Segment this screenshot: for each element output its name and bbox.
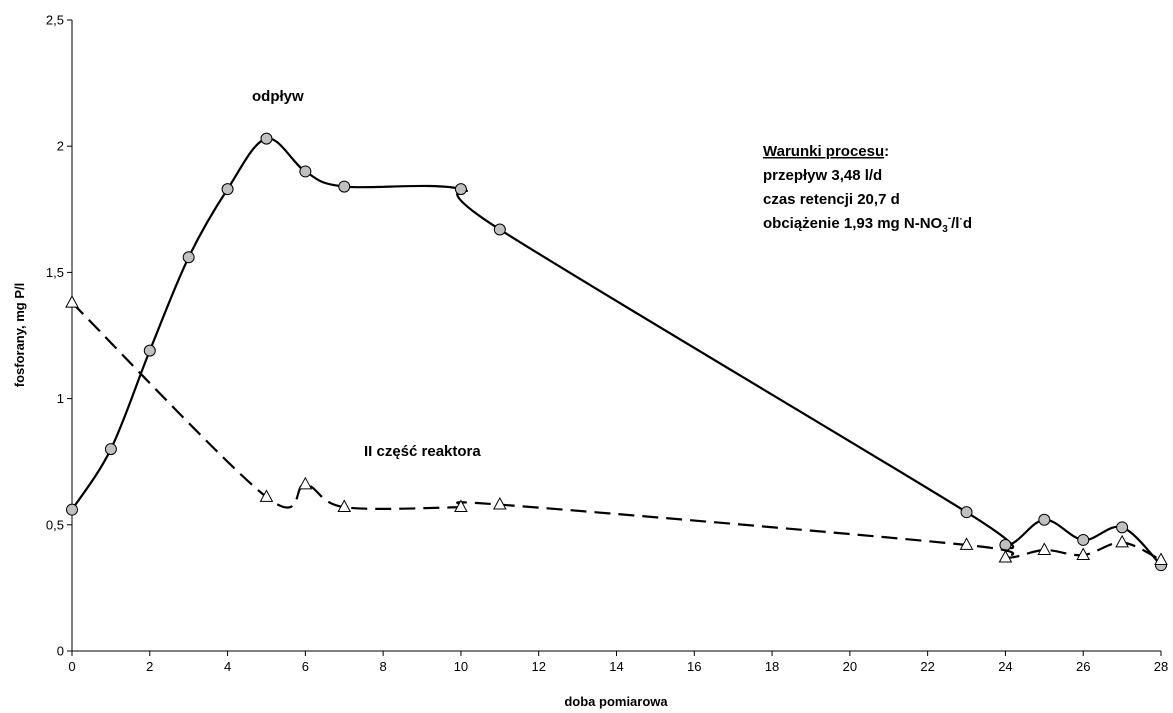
load-subscript: 3 bbox=[942, 224, 948, 235]
process-conditions: Warunki procesu: przepływ 3,48 l/d czas … bbox=[763, 143, 972, 235]
data-point-odplyw bbox=[299, 165, 312, 178]
conditions-load: obciążenie 1,93 mg N-NO3-/l·d bbox=[763, 213, 972, 235]
x-axis-title: doba pomiarowa bbox=[564, 694, 668, 709]
x-tick-label: 22 bbox=[920, 659, 934, 674]
data-point-odplyw bbox=[260, 132, 273, 145]
data-point-odplyw bbox=[454, 183, 467, 196]
x-tick-label: 28 bbox=[1154, 659, 1168, 674]
x-tick-label: 18 bbox=[765, 659, 779, 674]
x-tick-label: 14 bbox=[609, 659, 623, 674]
series-layer bbox=[65, 132, 1168, 572]
series-line-odplyw bbox=[71, 137, 1162, 566]
x-tick-label: 24 bbox=[998, 659, 1012, 674]
data-point-reactor bbox=[298, 476, 313, 490]
data-point-reactor bbox=[959, 537, 974, 550]
series-line-reactor bbox=[71, 301, 1162, 562]
data-point-reactor bbox=[65, 295, 79, 308]
data-point-odplyw bbox=[1077, 533, 1090, 546]
data-point-odplyw bbox=[493, 223, 506, 236]
data-point-reactor bbox=[1154, 552, 1168, 566]
data-point-reactor bbox=[998, 549, 1013, 563]
data-point-odplyw bbox=[338, 180, 351, 193]
x-tick-label: 10 bbox=[454, 659, 468, 674]
x-tick-label: 16 bbox=[687, 659, 701, 674]
y-tick-label: 1 bbox=[57, 391, 64, 406]
data-point-odplyw bbox=[182, 251, 195, 264]
data-point-reactor bbox=[259, 489, 274, 502]
data-point-reactor bbox=[454, 499, 468, 513]
data-point-reactor bbox=[492, 496, 507, 510]
load-dot: · bbox=[959, 214, 962, 225]
y-tick-label: 2 bbox=[57, 139, 64, 154]
data-point-odplyw bbox=[221, 183, 234, 196]
data-point-odplyw bbox=[66, 503, 78, 516]
y-tick-label: 0,5 bbox=[46, 517, 64, 532]
conditions-flow: przepływ 3,48 l/d bbox=[763, 167, 882, 184]
data-point-odplyw bbox=[1038, 513, 1051, 526]
load-superscript: - bbox=[948, 213, 951, 224]
chart-axes bbox=[71, 20, 1161, 652]
data-point-reactor bbox=[1115, 534, 1129, 548]
load-unit: /l bbox=[951, 215, 959, 232]
data-point-odplyw bbox=[104, 443, 117, 456]
x-tick-label: 0 bbox=[68, 659, 75, 674]
conditions-retention: czas retencji 20,7 d bbox=[763, 191, 900, 208]
x-tick-label: 4 bbox=[224, 659, 231, 674]
x-tick-label: 26 bbox=[1076, 659, 1090, 674]
load-text: obciążenie 1,93 mg N-NO bbox=[763, 215, 943, 232]
series-label-odplyw: odpływ bbox=[252, 88, 304, 105]
data-point-reactor bbox=[337, 499, 352, 513]
x-tick-label: 6 bbox=[302, 659, 309, 674]
x-tick-label: 2 bbox=[146, 659, 153, 674]
data-point-odplyw bbox=[143, 344, 156, 357]
x-tick-label: 12 bbox=[531, 659, 545, 674]
data-point-odplyw bbox=[960, 506, 973, 519]
conditions-heading: Warunki procesu bbox=[763, 143, 884, 160]
series-label-reactor: II część reaktora bbox=[364, 443, 481, 460]
y-tick-label: 2,5 bbox=[46, 13, 64, 28]
load-unit-end: d bbox=[963, 215, 972, 232]
conditions-heading-colon: : bbox=[884, 143, 889, 160]
x-tick-label: 8 bbox=[380, 659, 387, 674]
x-tick-label: 20 bbox=[843, 659, 857, 674]
y-tick-label: 0 bbox=[57, 644, 64, 659]
y-axis-title: fosforany, mg P/l bbox=[12, 283, 27, 388]
data-point-odplyw bbox=[1116, 521, 1129, 534]
data-point-reactor bbox=[1037, 542, 1052, 555]
y-tick-label: 1,5 bbox=[46, 265, 64, 280]
svg-text:Warunki procesu:: Warunki procesu: bbox=[763, 143, 889, 160]
data-point-reactor bbox=[1076, 547, 1091, 560]
y-axis-ticks: 0 0,5 1 1,5 2 2,5 bbox=[46, 13, 72, 659]
x-axis-ticks: 0 2 4 6 8 10 12 14 16 18 20 22 24 26 28 bbox=[68, 651, 1168, 674]
